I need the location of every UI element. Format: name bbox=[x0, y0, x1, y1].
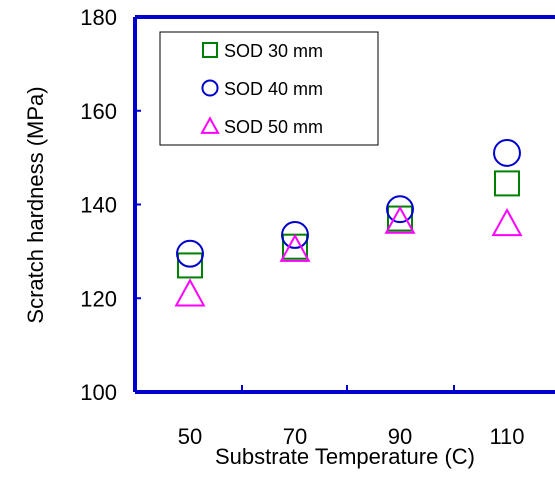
point-sod-50-mm bbox=[279, 233, 311, 262]
legend-label: SOD 50 mm bbox=[224, 117, 323, 137]
legend-box bbox=[159, 31, 379, 146]
point-sod-40-mm bbox=[386, 195, 414, 224]
x-ticks: 50 70 90 110 bbox=[178, 385, 525, 449]
x-tick-label: 70 bbox=[283, 424, 307, 449]
point-sod-50-mm bbox=[384, 205, 416, 234]
legend: SOD 30 mm SOD 40 mm SOD 50 mm bbox=[159, 31, 379, 146]
legend-marker-sod-40-mm bbox=[201, 79, 219, 97]
y-tick-label: 180 bbox=[80, 5, 117, 30]
point-sod-50-mm bbox=[491, 207, 523, 237]
y-tick-label: 160 bbox=[80, 99, 117, 124]
legend-label: SOD 40 mm bbox=[224, 79, 323, 99]
legend-marker-sod-30-mm bbox=[202, 42, 218, 58]
x-tick-label: 110 bbox=[489, 424, 524, 449]
point-sod-40-mm bbox=[281, 221, 309, 249]
data-points bbox=[174, 138, 523, 307]
x-axis-title: Substrate Temperature (C) bbox=[215, 444, 475, 469]
y-ticks: 100 120 140 160 180 bbox=[80, 5, 141, 405]
x-tick-label: 90 bbox=[388, 424, 412, 449]
point-sod-30-mm bbox=[177, 252, 203, 279]
y-tick-label: 100 bbox=[80, 380, 117, 405]
y-axis-title: Scratch hardness (MPa) bbox=[23, 86, 48, 323]
point-sod-40-mm bbox=[176, 239, 204, 268]
point-sod-30-mm bbox=[494, 170, 520, 197]
legend-items: SOD 30 mm SOD 40 mm SOD 50 mm bbox=[200, 41, 323, 137]
x-tick-label: 50 bbox=[178, 424, 202, 449]
point-sod-40-mm bbox=[493, 138, 521, 167]
legend-marker-sod-50-mm bbox=[200, 116, 220, 134]
y-tick-label: 140 bbox=[80, 193, 117, 218]
point-sod-50-mm bbox=[174, 278, 206, 307]
y-tick-label: 120 bbox=[80, 286, 117, 311]
legend-label: SOD 30 mm bbox=[224, 41, 323, 61]
